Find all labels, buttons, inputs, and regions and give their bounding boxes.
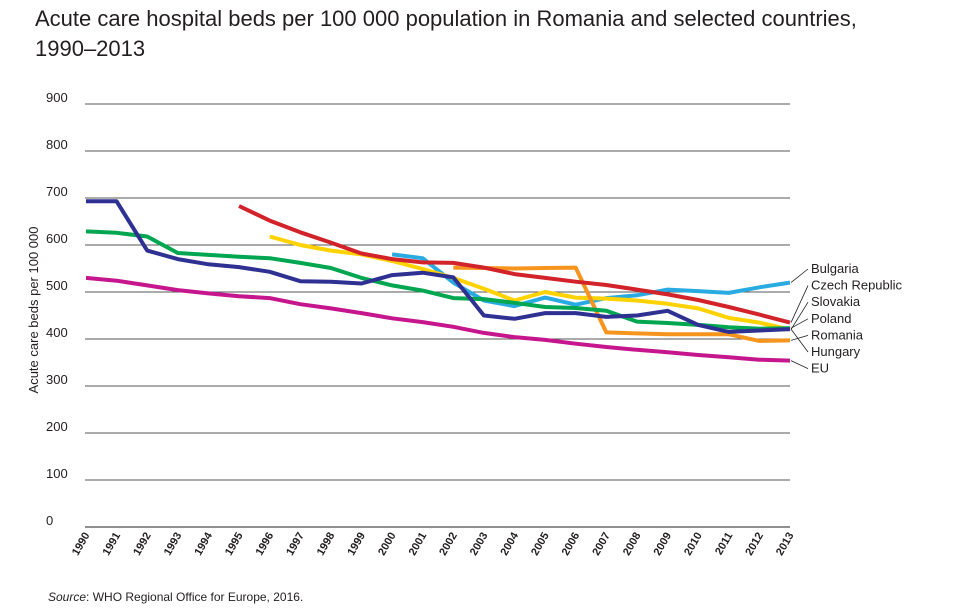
series-line-eu <box>85 275 791 363</box>
source-text: : WHO Regional Office for Europe, 2016. <box>86 590 304 604</box>
x-tick-label: 2000 <box>376 531 399 558</box>
x-tick-label: 2013 <box>774 531 797 558</box>
x-tick-label: 1999 <box>345 531 368 558</box>
legend-leader-line <box>790 360 809 369</box>
x-tick-label: 1990 <box>70 531 93 558</box>
x-tick-label: 1997 <box>284 531 307 558</box>
series-lines <box>85 199 791 363</box>
series-line-czech-republic <box>238 204 791 325</box>
y-tick-labels: 0 100 200 300 400 500 600 700 800 900 <box>46 90 68 528</box>
x-tick-label: 2006 <box>560 531 583 558</box>
legend-leader-line <box>790 268 809 283</box>
legend-label: Hungary <box>811 344 861 359</box>
legend-label: Slovakia <box>811 294 861 309</box>
source-label: Source <box>48 590 87 604</box>
x-tick-label: 2005 <box>529 531 552 558</box>
legend-leader-line <box>790 328 809 353</box>
y-tick-label: 500 <box>46 278 68 293</box>
series-line-romania <box>453 265 791 343</box>
x-tick-label: 1994 <box>192 530 215 558</box>
x-tick-label: 2009 <box>652 531 675 558</box>
x-tick-label: 2007 <box>590 531 613 558</box>
y-tick-label: 900 <box>46 90 68 105</box>
x-tick-label: 1992 <box>131 531 154 558</box>
x-tick-label: 1998 <box>315 531 338 558</box>
x-tick-label: 2008 <box>621 531 644 558</box>
gridlines <box>85 103 790 528</box>
series-line-hungary <box>86 199 791 334</box>
y-tick-label: 800 <box>46 137 68 152</box>
legend-label: EU <box>811 361 829 376</box>
x-tick-label: 2001 <box>407 531 430 558</box>
legend-leader-line <box>790 301 809 330</box>
x-tick-label: 1995 <box>223 531 246 558</box>
y-tick-label: 400 <box>46 325 68 340</box>
y-tick-label: 0 <box>46 513 53 528</box>
legend-label: Poland <box>811 311 851 326</box>
x-tick-label: 2003 <box>468 531 491 558</box>
chart-title: Acute care hospital beds per 100 000 pop… <box>35 4 935 64</box>
y-tick-label: 200 <box>46 419 68 434</box>
x-tick-label: 2002 <box>437 531 460 558</box>
legend-leader-line <box>790 285 809 323</box>
x-tick-labels: 1990 1991 1992 1993 1994 1995 1996 1997 1998 1999… <box>70 530 797 558</box>
legend-label: Bulgaria <box>811 261 859 276</box>
series-line-poland <box>85 229 791 331</box>
y-tick-label: 600 <box>46 231 68 246</box>
x-tick-label: 1996 <box>254 531 277 558</box>
x-tick-label: 2011 <box>713 531 735 558</box>
y-tick-label: 700 <box>46 184 68 199</box>
legend-leader-line <box>790 318 809 329</box>
legend-leader-line <box>790 335 809 341</box>
x-tick-label: 2012 <box>743 531 766 558</box>
y-tick-label: 300 <box>46 372 68 387</box>
x-tick-label: 2004 <box>498 530 521 558</box>
y-tick-label: 100 <box>46 466 68 481</box>
y-axis-label: Acute care beds per 100 000 <box>26 227 41 394</box>
source-note: Source: WHO Regional Office for Europe, … <box>48 590 303 604</box>
x-tick-label: 1993 <box>162 531 185 558</box>
x-tick-label: 1991 <box>101 531 124 558</box>
x-tick-label: 2010 <box>682 531 705 558</box>
chart-title-line-2: 1990–2013 <box>35 36 146 61</box>
chart-title-line-1: Acute care hospital beds per 100 000 pop… <box>35 6 857 31</box>
legend-label: Romania <box>811 327 864 342</box>
legend-label: Czech Republic <box>811 278 903 293</box>
